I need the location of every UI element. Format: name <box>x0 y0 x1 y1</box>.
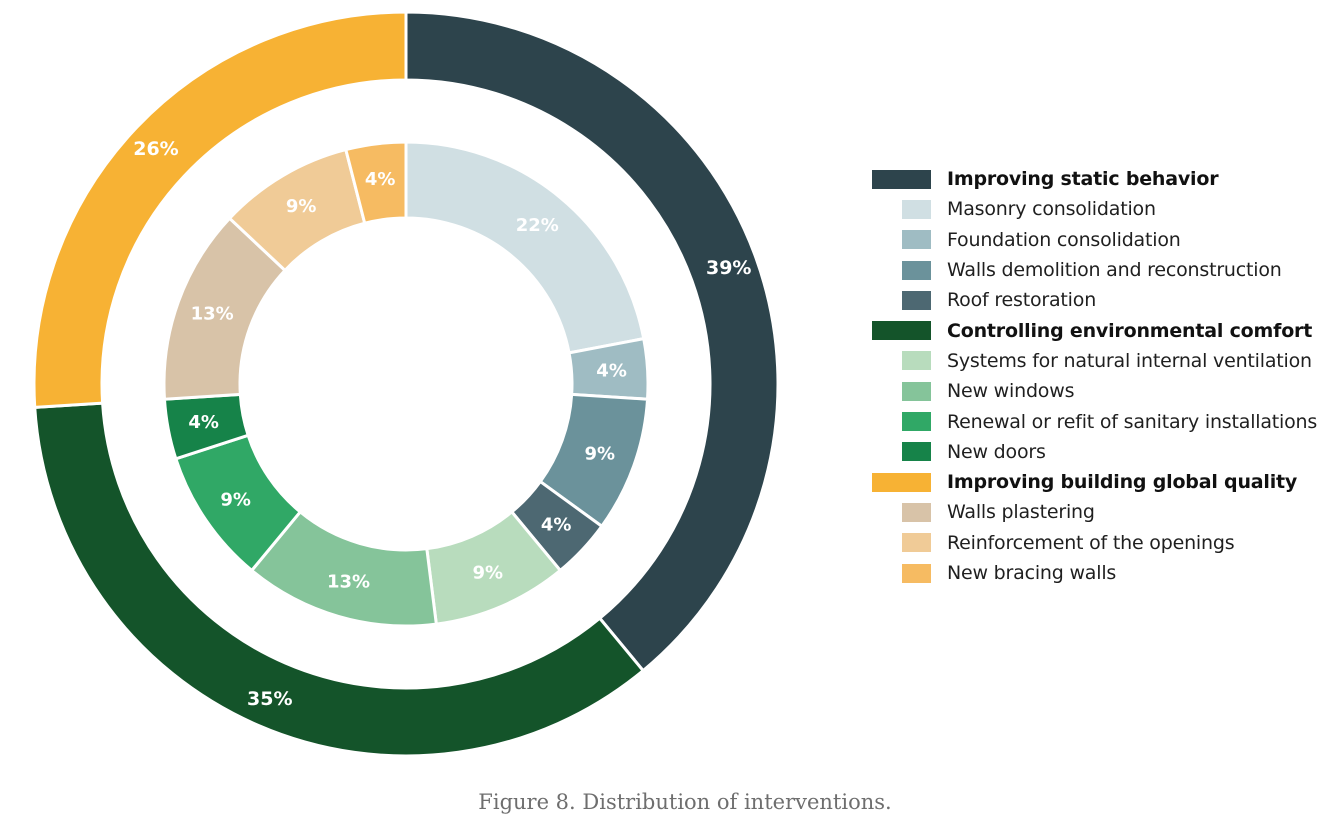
inner-ring <box>162 140 650 628</box>
legend-entry-improving-building-global-quality: Improving building global quality <box>872 467 1342 497</box>
legend-swatch <box>902 290 931 310</box>
inner-slice-masonry-consolidation <box>404 140 646 355</box>
inner-label-walls-plastering: 13% <box>191 304 234 325</box>
legend-swatch <box>902 442 931 462</box>
outer-slice-improving-building-global-quality <box>32 10 408 409</box>
slice-labels: 39% 35% 26% 22% 4% 9% 4% 9% 13% 9% 4% 13% 9% 4% <box>133 138 751 710</box>
legend-label: Improving building global quality <box>947 471 1298 494</box>
legend-label: Renewal or refit of sanitary installatio… <box>947 410 1318 433</box>
outer-label-controlling-environmental-comfort: 35% <box>247 688 292 710</box>
legend-swatch <box>902 563 931 583</box>
legend-entry-walls-plastering: Walls plastering <box>872 497 1342 527</box>
legend-entry-improving-static-behavior: Improving static behavior <box>872 164 1342 194</box>
inner-label-foundation-consolidation: 4% <box>596 361 627 382</box>
legend-entry-new-doors: New doors <box>872 437 1342 467</box>
inner-label-masonry-consolidation: 22% <box>516 215 559 236</box>
legend-entry-controlling-environmental-comfort: Controlling environmental comfort <box>872 315 1342 345</box>
outer-label-improving-static-behavior: 39% <box>706 257 751 279</box>
legend-label: Systems for natural internal ventilation <box>947 349 1312 372</box>
legend-swatch <box>902 381 931 401</box>
legend-label: Walls plastering <box>947 501 1095 524</box>
legend-entry-roof-restoration: Roof restoration <box>872 285 1342 315</box>
inner-label-roof-restoration: 4% <box>541 515 572 536</box>
legend-swatch <box>902 502 931 522</box>
figure-caption: Figure 8. Distribution of interventions. <box>478 790 892 814</box>
legend-label: Reinforcement of the openings <box>947 531 1235 554</box>
legend-label: Foundation consolidation <box>947 228 1181 251</box>
inner-label-reinforcement-of-the-openings: 9% <box>286 196 317 217</box>
legend-entry-systems-for-natural-internal-ventilation: Systems for natural internal ventilation <box>872 346 1342 376</box>
inner-label-new-doors: 4% <box>188 412 219 433</box>
legend-label: Controlling environmental comfort <box>947 319 1313 342</box>
legend-label: New windows <box>947 380 1075 403</box>
inner-label-new-bracing-walls: 4% <box>365 169 396 190</box>
legend-swatch <box>872 472 931 492</box>
legend-entry-renewal-or-refit-of-sanitary-installations: Renewal or refit of sanitary installatio… <box>872 406 1342 436</box>
legend-swatch <box>902 199 931 219</box>
inner-label-walls-demolition-and-reconstruction: 9% <box>585 443 616 464</box>
legend-swatch <box>902 260 931 280</box>
legend-swatch <box>902 230 931 250</box>
legend-label: New doors <box>947 440 1046 463</box>
legend-label: Masonry consolidation <box>947 198 1156 221</box>
legend-entry-walls-demolition-and-reconstruction: Walls demolition and reconstruction <box>872 255 1342 285</box>
legend-swatch <box>902 412 931 432</box>
legend-swatch <box>902 351 931 371</box>
donut-chart: 39% 35% 26% 22% 4% 9% 4% 9% 13% 9% 4% 13% 9% 4% <box>32 10 780 758</box>
inner-label-renewal-or-refit-of-sanitary-installations: 9% <box>220 489 251 510</box>
outer-label-improving-building-global-quality: 26% <box>133 138 178 160</box>
legend-label: New bracing walls <box>947 562 1117 584</box>
legend-label: Improving static behavior <box>947 168 1219 191</box>
inner-label-new-windows: 13% <box>327 571 370 592</box>
inner-label-systems-for-natural-internal-ventilation: 9% <box>473 563 504 584</box>
legend: Improving static behavior Masonry consoli… <box>872 164 1342 588</box>
legend-label: Walls demolition and reconstruction <box>947 259 1282 282</box>
legend-label: Roof restoration <box>947 289 1097 312</box>
outer-ring <box>32 10 780 758</box>
legend-entry-reinforcement-of-the-openings: Reinforcement of the openings <box>872 528 1342 558</box>
legend-entry-new-windows: New windows <box>872 376 1342 406</box>
legend-swatch <box>872 169 931 189</box>
legend-swatch <box>872 321 931 341</box>
legend-entry-foundation-consolidation: Foundation consolidation <box>872 225 1342 255</box>
inner-slice-new-bracing-walls <box>343 140 408 226</box>
legend-entry-masonry-consolidation: Masonry consolidation <box>872 194 1342 224</box>
outer-slice-improving-static-behavior <box>404 10 780 673</box>
legend-entry-new-bracing-walls: New bracing walls <box>872 558 1342 588</box>
legend-swatch <box>902 533 931 553</box>
